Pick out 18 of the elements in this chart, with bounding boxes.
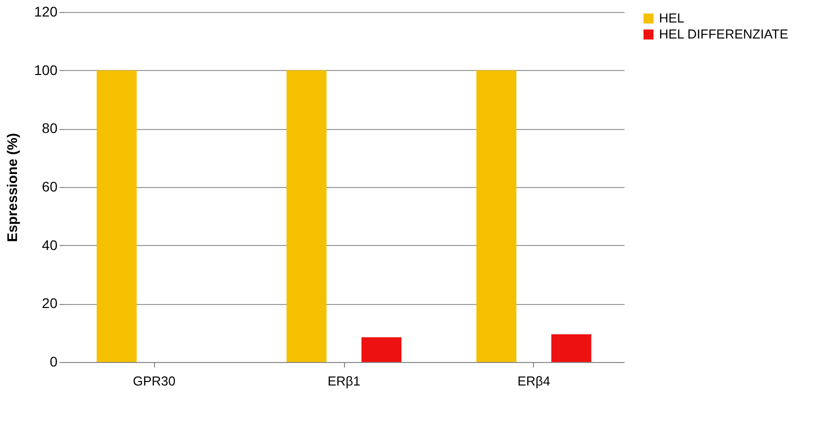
bar bbox=[361, 337, 402, 362]
y-tick-label: 60 bbox=[42, 178, 58, 194]
y-tick-label: 100 bbox=[34, 62, 58, 78]
bar bbox=[286, 70, 327, 362]
y-tick-label: 40 bbox=[42, 236, 58, 253]
y-tick-label: 0 bbox=[50, 354, 58, 370]
bar bbox=[551, 334, 592, 362]
bar bbox=[96, 70, 137, 362]
y-axis-title: Espressione (%) bbox=[4, 133, 20, 242]
y-tick-label: 20 bbox=[42, 295, 58, 312]
y-tick-label: 120 bbox=[34, 4, 58, 20]
x-tick-label: ERβ4 bbox=[517, 374, 550, 388]
x-tick-label: GPR30 bbox=[132, 374, 176, 388]
legend-label: HEL bbox=[659, 10, 684, 26]
y-tick-label: 80 bbox=[42, 120, 58, 136]
bar bbox=[476, 70, 516, 362]
x-tick-label: ERβ1 bbox=[328, 374, 360, 388]
legend-label: HEL DIFFERENZIATE bbox=[659, 26, 789, 42]
